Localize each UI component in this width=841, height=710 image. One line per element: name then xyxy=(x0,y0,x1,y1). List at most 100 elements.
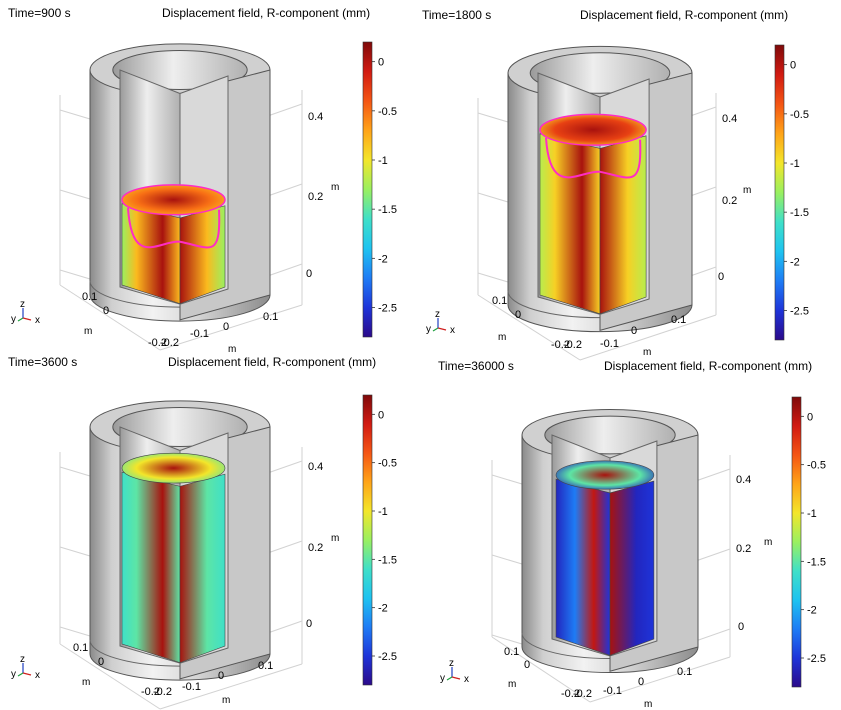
z-tick-label: 0 xyxy=(718,271,724,283)
colorbar-tick-label: -2 xyxy=(378,603,388,615)
colorbar: 0 -0.5 -1 -1.5 -2 -2.5 xyxy=(791,396,826,688)
triad-x-label: x xyxy=(35,670,40,681)
plot-panel-900s: Time=900 s Displacement field, R-compone… xyxy=(0,0,420,355)
colorbar-tick-label: 0 xyxy=(378,409,384,421)
x-tick-label: 0 xyxy=(218,670,224,682)
colorbar: 0 -0.5 -1 -1.5 -2 -2.5 xyxy=(362,394,397,686)
z-tick-label: 0 xyxy=(306,618,312,630)
grid-line xyxy=(589,656,731,703)
time-label: Time=3600 s xyxy=(8,355,78,369)
triad-y xyxy=(17,672,24,677)
z-axis-label: m xyxy=(764,537,772,548)
plot-panel-36000s: Time=36000 s Displacement field, R-compo… xyxy=(420,355,841,710)
triad-y-label: y xyxy=(11,669,16,680)
x-tick-label: -0.2 xyxy=(148,337,167,349)
triad-z-label: z xyxy=(449,658,454,669)
axis-triad: zy x xyxy=(11,654,40,681)
z-tick-label: 0.4 xyxy=(308,461,323,473)
colorbar-tick-label: 0 xyxy=(378,57,384,69)
x-tick-label: 0.1 xyxy=(263,311,278,323)
triad-z-label: z xyxy=(435,309,440,320)
colorbar-gradient xyxy=(774,44,785,341)
colorbar-tick-label: -2 xyxy=(807,605,817,617)
contour-rim xyxy=(539,113,647,146)
triad-y xyxy=(446,676,453,681)
colorbar-tick-label: 0 xyxy=(807,411,813,423)
colorbar-tick-label: -1 xyxy=(790,158,800,170)
y-tick-label: 0 xyxy=(515,309,521,321)
colorbar-tick-label: -1.5 xyxy=(807,556,826,568)
plot-title: Displacement field, R-component (mm) xyxy=(168,355,377,369)
colorbar-tick-label: -0.5 xyxy=(378,458,397,470)
charge-right-section xyxy=(179,473,226,664)
colorbar-gradient xyxy=(791,396,802,688)
axis-triad: zy x xyxy=(11,299,40,326)
y-axis-label: m xyxy=(508,679,516,690)
plot-title: Displacement field, R-component (mm) xyxy=(162,6,371,20)
grid-line xyxy=(477,294,581,361)
triad-x-label: x xyxy=(464,674,469,685)
triad-y xyxy=(17,317,24,322)
y-axis-label: m xyxy=(82,677,90,688)
x-tick-label: 0 xyxy=(223,321,229,333)
x-axis-label: m xyxy=(643,347,651,358)
x-tick-label: -0.1 xyxy=(603,685,622,697)
y-tick-label: -0.2 xyxy=(573,688,592,700)
x-tick-label: 0 xyxy=(631,325,637,337)
colorbar-tick-label: -1 xyxy=(807,508,817,520)
z-axis-label: m xyxy=(331,182,339,193)
contour-line xyxy=(127,207,221,249)
charge-right-section xyxy=(609,480,655,656)
grid-line xyxy=(579,314,717,361)
charge-left-section xyxy=(555,478,611,656)
plot-panel-1800s: Time=1800 s Displacement field, R-compon… xyxy=(420,0,841,361)
grid-line xyxy=(159,304,303,351)
colorbar-tick-label: -2.5 xyxy=(790,306,809,318)
colorbar-tick-label: -1.5 xyxy=(378,554,397,566)
y-tick-label: 0.1 xyxy=(73,642,88,654)
colorbar-tick-label: -2.5 xyxy=(378,303,397,315)
y-tick-label: 0 xyxy=(98,656,104,668)
colorbar-tick-label: -2 xyxy=(378,253,388,265)
x-tick-label: -0.2 xyxy=(551,339,570,351)
time-label: Time=1800 s xyxy=(422,8,492,22)
colorbar-tick-label: -1.5 xyxy=(378,204,397,216)
colorbar: 0 -0.5 -1 -1.5 -2 -2.5 xyxy=(774,44,809,341)
triad-x-label: x xyxy=(35,315,40,326)
colorbar: 0 -0.5 -1 -1.5 -2 -2.5 xyxy=(362,41,397,338)
plot-title: Displacement field, R-component (mm) xyxy=(580,8,789,22)
z-tick-label: 0.2 xyxy=(736,543,751,555)
triad-x xyxy=(451,676,461,680)
z-tick-label: 0.4 xyxy=(736,474,751,486)
z-axis-label: m xyxy=(331,533,339,544)
grid-box xyxy=(491,455,731,703)
inner-bore xyxy=(112,50,248,90)
grid-box xyxy=(59,447,303,710)
charge-left-section xyxy=(121,471,181,664)
inner-bore xyxy=(112,407,248,447)
colorbar-tick-label: -1 xyxy=(378,506,388,518)
colorbar-tick-label: -0.5 xyxy=(790,109,809,121)
colorbar-tick-label: -2.5 xyxy=(378,651,397,663)
x-tick-label: -0.1 xyxy=(190,328,209,340)
y-tick-label: 0.1 xyxy=(82,291,97,303)
colorbar-tick-label: -1 xyxy=(378,155,388,167)
z-tick-label: 0.2 xyxy=(308,191,323,203)
x-tick-label: 0.1 xyxy=(677,666,692,678)
x-tick-label: -0.2 xyxy=(141,686,160,698)
triad-x xyxy=(437,327,447,331)
triad-y-label: y xyxy=(11,314,16,325)
y-tick-label: 0.1 xyxy=(504,646,519,658)
y-tick-label: 0 xyxy=(524,659,530,671)
axis-triad: zy x xyxy=(440,658,469,685)
triad-y xyxy=(432,327,439,332)
grid-line xyxy=(59,284,161,351)
triad-y-label: y xyxy=(440,673,445,684)
z-tick-label: 0.4 xyxy=(308,111,323,123)
y-axis-label: m xyxy=(84,326,92,337)
y-tick-label: 0.1 xyxy=(492,295,507,307)
